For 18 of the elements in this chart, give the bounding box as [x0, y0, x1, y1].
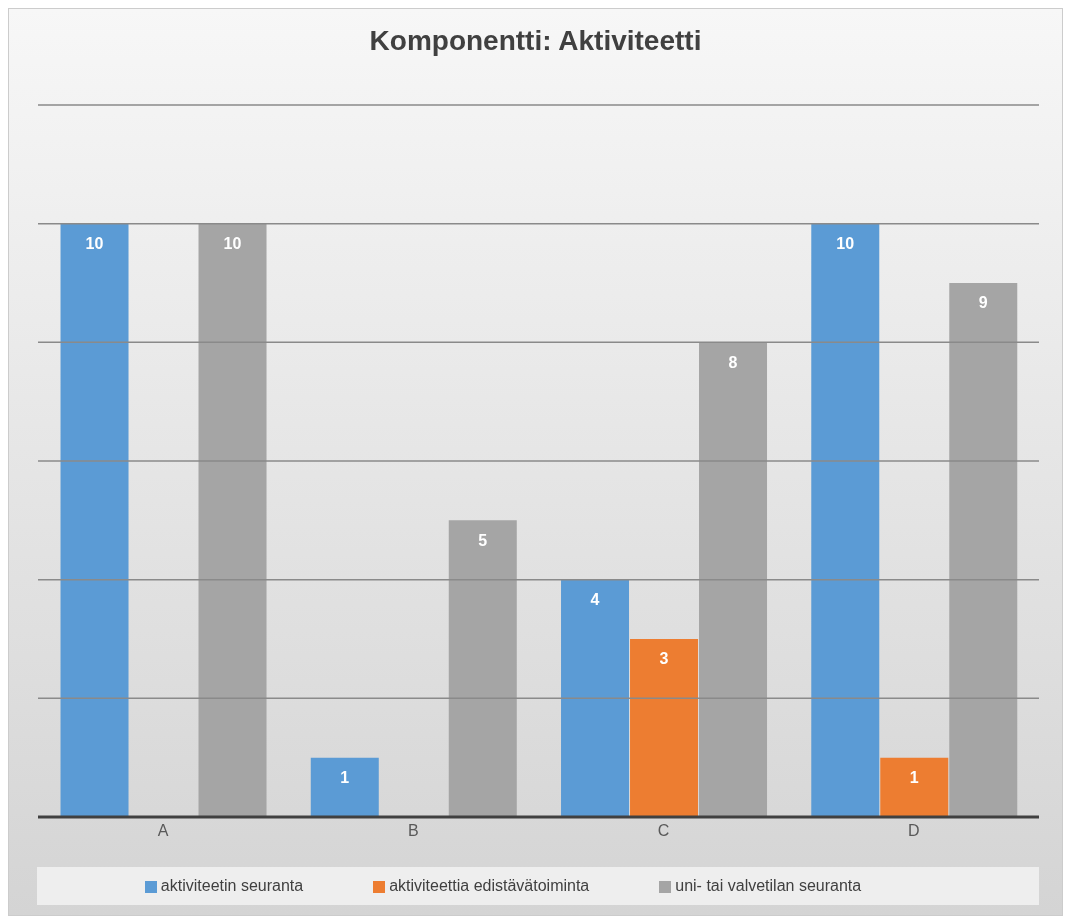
data-label: 9	[978, 294, 988, 312]
legend-label: aktiviteettia edistävätoiminta	[389, 877, 590, 894]
legend-label: aktiviteetin seuranta	[160, 877, 304, 894]
data-label: 1	[340, 769, 350, 787]
legend-label: uni- tai valvetilan seuranta	[675, 877, 862, 894]
data-label: 1	[909, 769, 919, 787]
data-label: 4	[590, 591, 600, 609]
chart-title: Komponentti: Aktiviteetti	[368, 24, 703, 58]
x-tick-label: C	[657, 822, 670, 840]
data-label: 10	[85, 235, 104, 253]
x-tick-label: B	[408, 822, 419, 840]
data-label: 10	[836, 235, 855, 253]
data-label: 10	[223, 235, 242, 253]
x-tick-label: D	[908, 822, 920, 840]
data-label: 8	[728, 353, 738, 371]
data-label: 3	[659, 650, 669, 668]
x-tick-label: A	[157, 822, 169, 840]
data-label: 5	[478, 531, 488, 549]
